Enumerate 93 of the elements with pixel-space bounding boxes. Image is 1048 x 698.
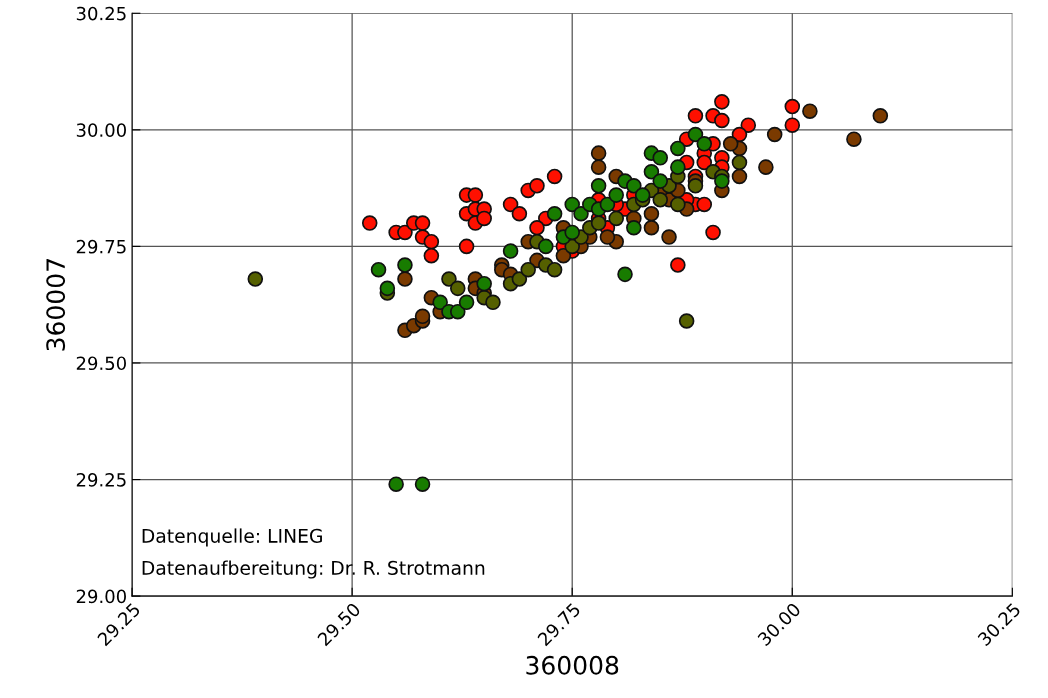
point: [696, 136, 713, 152]
point: [643, 219, 660, 236]
point: [564, 196, 580, 213]
point: [696, 196, 713, 213]
y-axis-title: 360007: [46, 259, 66, 351]
point: [599, 229, 616, 245]
point: [397, 257, 413, 273]
point: [590, 215, 607, 231]
point: [617, 266, 633, 283]
point: [731, 168, 748, 185]
point: [846, 131, 862, 147]
point: [784, 98, 801, 115]
point: [784, 117, 801, 133]
point: [714, 112, 730, 129]
point: [573, 205, 589, 222]
y-tick-label: 29.75: [76, 239, 126, 254]
point: [520, 261, 536, 278]
y-tick-label: 29.50: [76, 356, 126, 371]
point: [758, 159, 774, 175]
point: [626, 219, 642, 236]
point: [388, 476, 404, 492]
point: [379, 280, 396, 297]
point: [529, 219, 545, 236]
annotation: Datenaufbereitung: Dr. R. Strotmann: [142, 560, 485, 579]
point: [590, 159, 607, 175]
point: [449, 280, 466, 297]
point: [696, 154, 713, 171]
point: [414, 476, 431, 492]
annotation: Datenquelle: LINEG: [142, 528, 322, 547]
point: [529, 177, 545, 194]
point: [458, 238, 475, 255]
point: [687, 126, 704, 143]
point: [643, 164, 660, 180]
point: [661, 229, 677, 245]
point: [590, 145, 607, 161]
point: [423, 247, 440, 264]
point: [634, 187, 651, 203]
point: [608, 210, 625, 227]
point: [608, 187, 625, 203]
point: [397, 224, 413, 241]
point: [361, 215, 378, 231]
y-tick-label: 30.00: [76, 123, 126, 137]
point: [370, 261, 387, 278]
point: [714, 173, 730, 189]
point: [414, 215, 431, 231]
point: [546, 205, 563, 222]
point: [511, 205, 528, 222]
point: [467, 187, 484, 203]
point: [626, 177, 642, 194]
point: [458, 294, 475, 311]
point: [652, 150, 669, 166]
point: [546, 168, 563, 185]
point: [449, 303, 466, 320]
y-tick-label: 29.00: [76, 589, 126, 604]
point: [643, 205, 660, 222]
point: [423, 233, 440, 250]
point: [687, 177, 704, 194]
point: [538, 238, 554, 255]
point: [670, 257, 686, 273]
point: [502, 196, 519, 213]
point: [414, 308, 431, 325]
point: [599, 196, 616, 213]
x-axis-title: 360008: [526, 655, 619, 675]
point: [872, 108, 889, 124]
point: [476, 210, 492, 227]
point: [441, 271, 457, 287]
point: [705, 224, 721, 241]
point: [714, 94, 730, 110]
point: [731, 154, 748, 171]
point: [590, 177, 607, 194]
point: [652, 191, 669, 208]
point: [687, 108, 704, 124]
point: [476, 275, 492, 292]
y-tick-label: 29.25: [76, 472, 126, 487]
point: [670, 196, 686, 213]
point: [502, 243, 519, 259]
point: [652, 173, 669, 189]
point: [432, 294, 448, 311]
point: [511, 271, 528, 287]
point: [670, 159, 686, 175]
point: [802, 103, 818, 119]
point: [740, 117, 757, 133]
point: [485, 294, 501, 311]
point: [678, 313, 695, 329]
point: [766, 126, 783, 143]
point: [722, 136, 739, 152]
y-tick-label: 30.25: [76, 6, 126, 21]
point: [555, 247, 572, 264]
point: [247, 271, 264, 287]
point: [670, 140, 686, 157]
point: [546, 261, 563, 278]
point: [564, 224, 580, 241]
point: [397, 271, 413, 287]
